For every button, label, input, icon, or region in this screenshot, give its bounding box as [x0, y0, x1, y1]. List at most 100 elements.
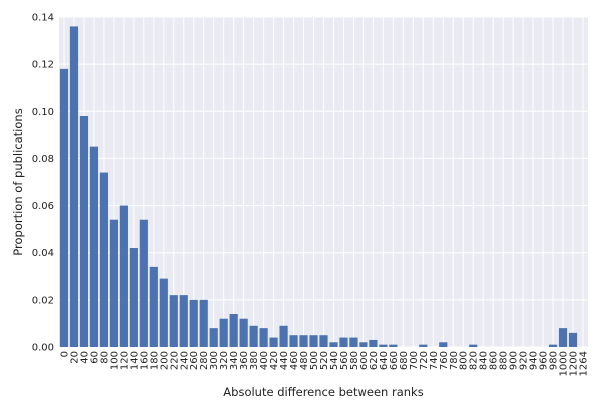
- x-tick-label: 60: [89, 351, 100, 364]
- bar: [109, 219, 118, 347]
- x-tick-label: 800: [459, 351, 470, 370]
- x-tick-label: 460: [289, 351, 300, 370]
- bar: [69, 26, 79, 348]
- x-tick-label: 320: [219, 351, 230, 370]
- x-tick-label: 940: [529, 351, 540, 370]
- x-tick-label: 220: [169, 351, 180, 370]
- bar: [119, 205, 128, 347]
- x-tick-label: 540: [329, 351, 340, 370]
- y-tick-label: 0.14: [32, 13, 54, 24]
- x-tick-label: 1000: [559, 351, 570, 376]
- y-axis-ticks: 0.00 0.02 0.04 0.06 0.08 0.10 0.12 0.14: [32, 13, 54, 354]
- bar: [289, 335, 298, 347]
- bar: [239, 318, 248, 347]
- x-axis-label: Absolute difference between ranks: [223, 385, 423, 399]
- bar: [169, 295, 178, 347]
- x-tick-label: 440: [279, 351, 290, 370]
- bar: [339, 337, 348, 347]
- bar: [179, 295, 188, 347]
- bar: [279, 325, 288, 347]
- bar: [59, 68, 69, 347]
- bar: [129, 248, 138, 347]
- x-tick-label: 160: [139, 351, 150, 370]
- x-tick-label: 20: [69, 351, 80, 364]
- x-tick-label: 500: [309, 351, 320, 370]
- x-tick-label: 980: [549, 351, 560, 370]
- x-tick-label: 920: [519, 351, 530, 370]
- x-tick-label: 720: [419, 351, 430, 370]
- bars: [59, 26, 578, 348]
- x-tick-label: 80: [99, 351, 110, 364]
- y-tick-label: 0.02: [32, 295, 54, 306]
- bar: [189, 299, 198, 347]
- x-tick-label: 360: [239, 351, 250, 370]
- y-tick-label: 0.00: [32, 343, 54, 354]
- x-tick-label: 640: [379, 351, 390, 370]
- x-tick-label: 820: [469, 351, 480, 370]
- bar: [359, 342, 368, 347]
- x-tick-label: 840: [479, 351, 490, 370]
- bar: [568, 332, 578, 347]
- x-tick-label: 580: [349, 351, 360, 370]
- x-tick-label: 780: [449, 351, 460, 370]
- x-tick-label: 340: [229, 351, 240, 370]
- bar: [329, 342, 338, 347]
- bar: [469, 344, 478, 347]
- x-tick-label: 740: [429, 351, 440, 370]
- bar: [548, 344, 558, 347]
- bar: [89, 146, 99, 347]
- x-tick-label: 480: [299, 351, 310, 370]
- bar: [419, 344, 428, 347]
- x-tick-label: 240: [179, 351, 190, 370]
- bar: [299, 335, 308, 347]
- bar: [229, 314, 238, 347]
- bar: [319, 335, 328, 347]
- x-tick-label: 380: [249, 351, 260, 370]
- x-tick-label: 520: [319, 351, 330, 370]
- x-tick-label: 760: [439, 351, 450, 370]
- x-tick-label: 40: [79, 351, 90, 364]
- x-tick-label: 1264: [579, 351, 590, 376]
- x-tick-label: 140: [129, 351, 140, 370]
- x-tick-label: 1200: [569, 351, 580, 376]
- x-axis-ticks: 0204060801001201401601802002202402602803…: [59, 351, 589, 376]
- bar: [99, 172, 109, 347]
- bar: [349, 337, 358, 347]
- x-tick-label: 700: [409, 351, 420, 370]
- x-tick-label: 280: [199, 351, 210, 370]
- x-tick-label: 880: [499, 351, 510, 370]
- bar: [249, 325, 258, 347]
- x-tick-label: 260: [189, 351, 200, 370]
- x-tick-label: 680: [399, 351, 410, 370]
- x-tick-label: 600: [359, 351, 370, 370]
- bar: [389, 344, 398, 347]
- x-tick-label: 620: [369, 351, 380, 370]
- y-axis-label: Proportion of publications: [11, 108, 25, 255]
- y-tick-label: 0.06: [32, 201, 54, 212]
- x-tick-label: 860: [489, 351, 500, 370]
- bar: [139, 219, 148, 347]
- x-tick-label: 300: [209, 351, 220, 370]
- bar: [379, 344, 388, 347]
- x-tick-label: 180: [149, 351, 160, 370]
- y-tick-label: 0.08: [32, 154, 54, 165]
- bar: [259, 328, 268, 347]
- bar: [219, 318, 228, 347]
- bar: [149, 266, 158, 347]
- x-tick-label: 100: [109, 351, 120, 370]
- x-tick-label: 420: [269, 351, 280, 370]
- bar: [439, 342, 448, 347]
- x-tick-label: 400: [259, 351, 270, 370]
- bar: [309, 335, 318, 347]
- x-tick-label: 200: [159, 351, 170, 370]
- x-tick-label: 660: [389, 351, 400, 370]
- bar: [209, 328, 218, 347]
- x-tick-label: 560: [339, 351, 350, 370]
- bar: [369, 339, 378, 347]
- y-tick-label: 0.10: [32, 107, 54, 118]
- bar: [269, 337, 278, 347]
- bar: [558, 328, 568, 347]
- x-tick-label: 120: [119, 351, 130, 370]
- bar: [159, 278, 168, 347]
